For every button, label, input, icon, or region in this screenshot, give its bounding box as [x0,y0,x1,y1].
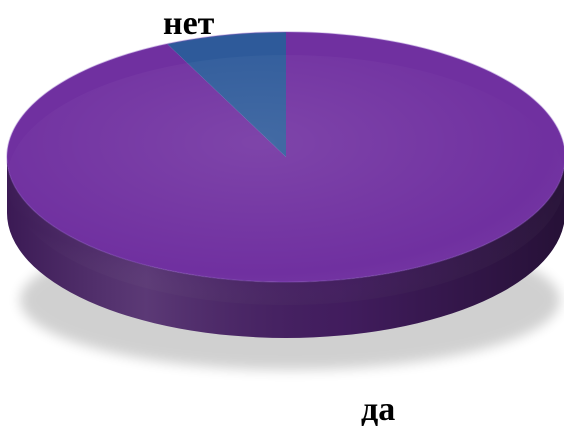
slice-label-da: да [361,391,396,428]
pie-highlight [7,55,564,305]
slice-label-net: нет [163,5,215,42]
pie-side [7,157,564,338]
pie-side-shade-0 [7,157,564,338]
